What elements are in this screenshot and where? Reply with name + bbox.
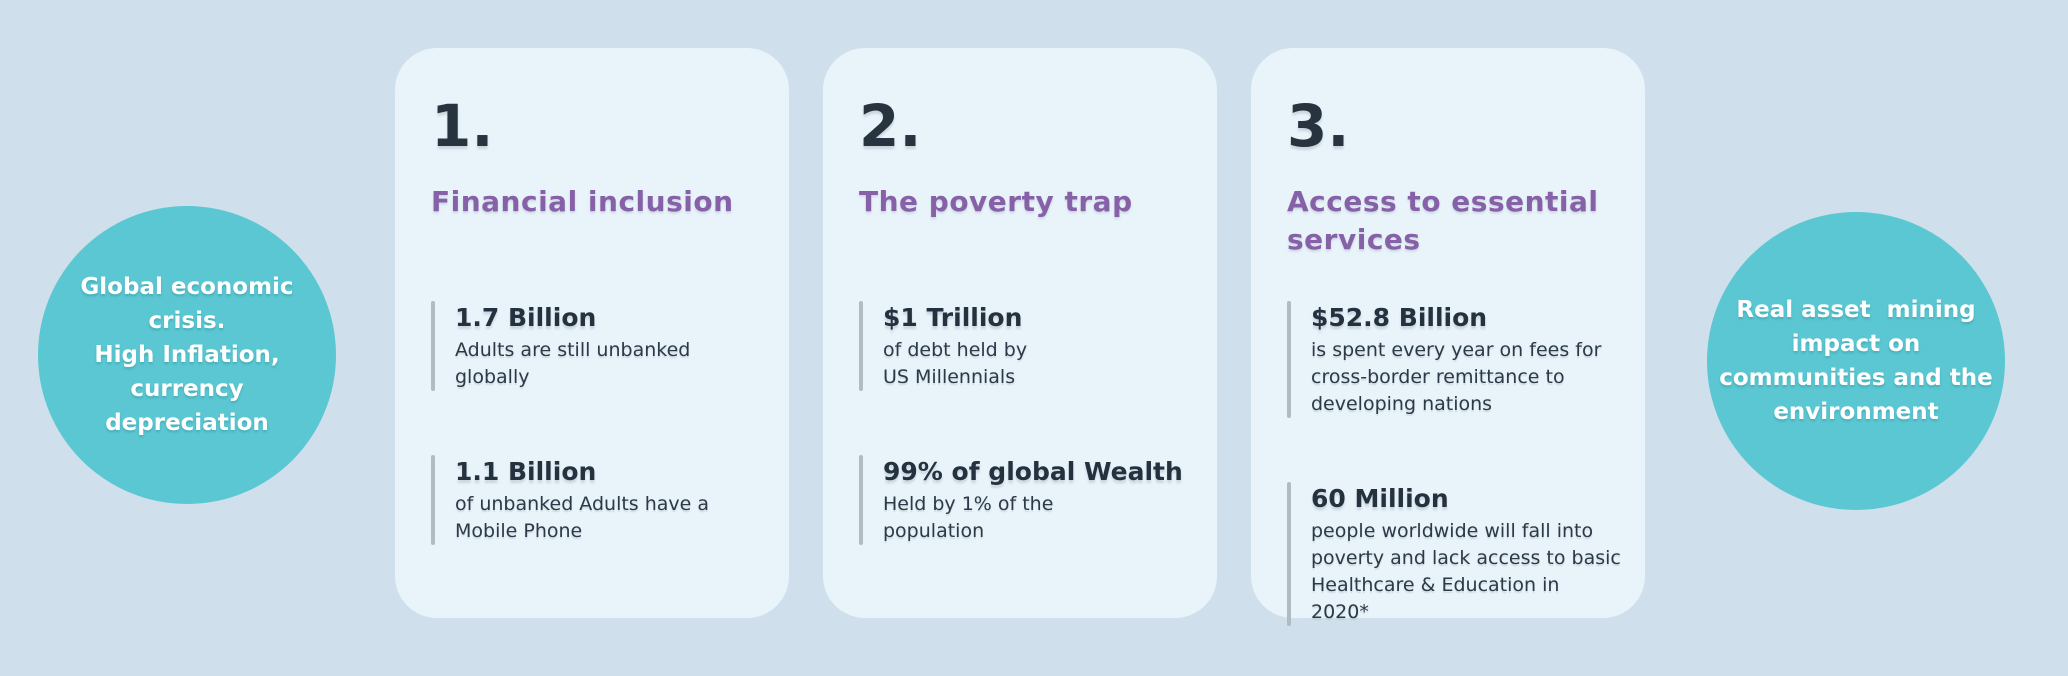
circle-text-line: currency [130, 376, 244, 402]
card-title: The poverty trap [859, 184, 1133, 218]
stat-divider [1287, 481, 1291, 626]
stat-content: $1 Trillion of debt held by US Millennia… [883, 301, 1027, 391]
stat-content: 1.7 Billion Adults are still unbanked gl… [455, 301, 690, 391]
card-poverty-trap: 2. The poverty trap $1 Trillion of debt … [823, 48, 1217, 618]
circle-text-line: communities and the [1719, 365, 1993, 391]
circle-text-line: depreciation [105, 410, 269, 436]
stat-value: $1 Trillion [883, 302, 1023, 332]
stat-item: 1.7 Billion Adults are still unbanked gl… [431, 300, 765, 391]
circle-text-line: Global economic [80, 274, 294, 300]
stat-description: of debt held by US Millennials [883, 338, 1028, 388]
card-number: 1. [431, 92, 494, 160]
stat-description: is spent every year on fees for cross-bo… [1311, 338, 1602, 415]
stat-divider [431, 300, 435, 391]
card-financial-inclusion: 1. Financial inclusion 1.7 Billion Adult… [395, 48, 789, 618]
stat-item: 60 Million people worldwide will fall in… [1287, 481, 1621, 626]
card-title: Access to essential services [1287, 184, 1599, 256]
left-circle: Global economic crisis. High Inflation, … [38, 206, 336, 504]
circle-text-line: crisis. [148, 308, 226, 334]
stat-item: $1 Trillion of debt held by US Millennia… [859, 300, 1193, 391]
stat-item: 99% of global Wealth Held by 1% of the p… [859, 454, 1193, 545]
stat-content: 1.1 Billion of unbanked Adults have a Mo… [455, 455, 709, 545]
circle-text-line: Real asset mining [1736, 297, 1976, 323]
stat-description: people worldwide will fall into poverty … [1311, 519, 1621, 623]
stat-description: Held by 1% of the population [883, 492, 1054, 542]
stat-divider [859, 454, 863, 545]
stat-value: 60 Million [1311, 483, 1449, 513]
stat-divider [431, 454, 435, 545]
stat-description: Adults are still unbanked globally [455, 338, 691, 388]
stat-content: 60 Million people worldwide will fall in… [1311, 482, 1621, 626]
circle-text-line: High Inflation, [94, 342, 280, 368]
stat-item: 1.1 Billion of unbanked Adults have a Mo… [431, 454, 765, 545]
stat-item: $52.8 Billion is spent every year on fee… [1287, 300, 1621, 418]
right-circle-text: Real asset mining impact on communities … [1719, 293, 1993, 429]
right-circle: Real asset mining impact on communities … [1707, 212, 2005, 510]
circle-text-line: impact on [1791, 331, 1921, 357]
stat-content: 99% of global Wealth Held by 1% of the p… [883, 455, 1183, 545]
circle-text-line: environment [1773, 399, 1939, 425]
stat-value: 1.7 Billion [455, 302, 597, 332]
stat-content: $52.8 Billion is spent every year on fee… [1311, 301, 1601, 418]
card-number: 3. [1287, 92, 1350, 160]
stat-divider [859, 300, 863, 391]
stat-description: of unbanked Adults have a Mobile Phone [455, 492, 710, 542]
stat-value: 1.1 Billion [455, 456, 597, 486]
stat-value: $52.8 Billion [1311, 302, 1488, 332]
left-circle-text: Global economic crisis. High Inflation, … [80, 270, 293, 440]
stat-value: 99% of global Wealth [883, 456, 1183, 486]
card-number: 2. [859, 92, 922, 160]
card-access-essential-services: 3. Access to essential services $52.8 Bi… [1251, 48, 1645, 626]
card-title: Financial inclusion [431, 184, 734, 218]
stat-divider [1287, 300, 1291, 418]
